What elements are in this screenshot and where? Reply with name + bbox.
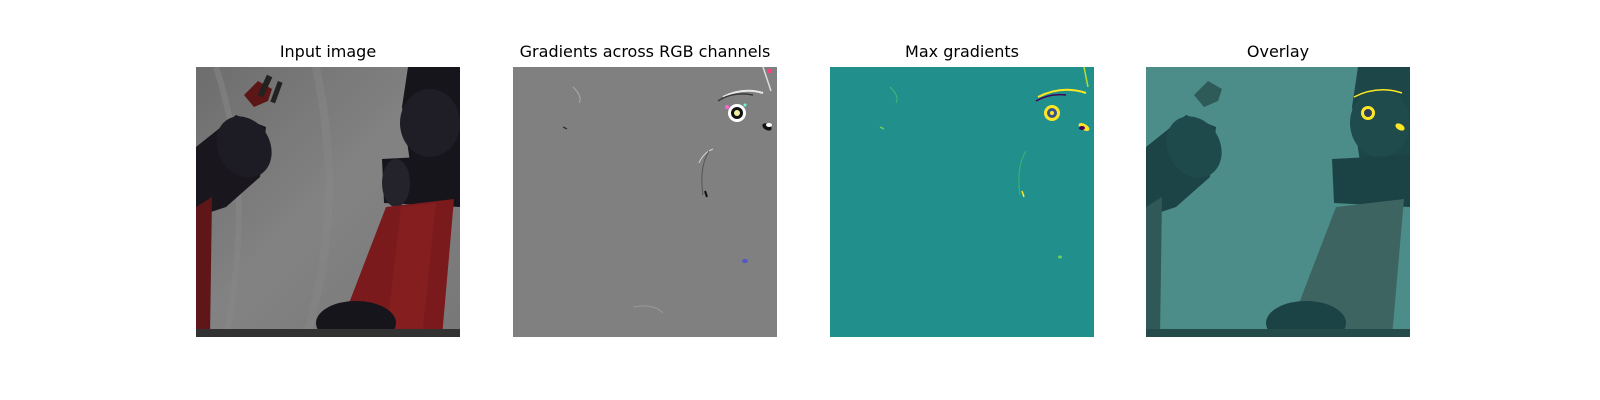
gradients-rgb-panel <box>513 67 777 337</box>
panel-title-overlay: Overlay <box>1246 42 1310 61</box>
robot-arm-image <box>196 67 460 337</box>
panel-title-input: Input image <box>279 42 377 61</box>
max-gradients-panel <box>830 67 1094 337</box>
overlay-image <box>1146 67 1410 337</box>
panel-title-gradients: Gradients across RGB channels <box>519 42 771 61</box>
input-image-panel <box>196 67 460 337</box>
max-gradients-image <box>830 67 1094 337</box>
overlay-panel <box>1146 67 1410 337</box>
gradients-rgb-image <box>513 67 777 337</box>
panel-title-max: Max gradients <box>905 42 1019 61</box>
